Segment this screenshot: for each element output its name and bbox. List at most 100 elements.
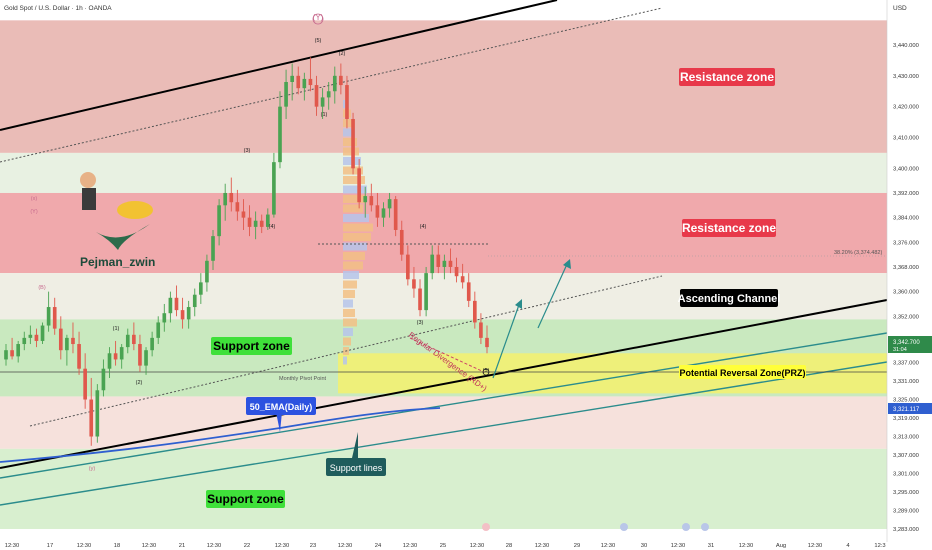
axis-background [887, 0, 932, 550]
candle-body [314, 85, 319, 107]
candle-body [412, 279, 416, 289]
volume-profile-bar [343, 337, 351, 346]
candle [485, 325, 489, 354]
time-tick-label: 18 [114, 543, 120, 549]
candle-body [162, 313, 167, 323]
zone-layer [0, 20, 887, 529]
arrowhead [563, 259, 571, 269]
wave-label: (3) [244, 148, 251, 154]
price-tick-label: 3,430.000 [893, 74, 919, 80]
candle-body [58, 328, 63, 351]
candle-body [302, 78, 307, 89]
current-price-value: 3,342.700 [893, 340, 920, 346]
volume-profile-bar [343, 290, 355, 298]
wave-label: (1) [113, 326, 120, 332]
candle-body [448, 260, 453, 267]
volume-profile-bar [343, 128, 355, 137]
candle [174, 285, 179, 317]
price-axis[interactable]: 3,440.000 3,430.000 3,420.000 3,410.000 3,40… [886, 0, 932, 550]
candle [436, 245, 441, 274]
time-tick-label: 12:30 [142, 543, 157, 549]
fib-label: 38.20% (3,374.482) [834, 250, 882, 256]
ema-price-value: 3,321.117 [893, 407, 920, 413]
candle-body [223, 192, 228, 206]
volume-profile-bar [343, 233, 371, 241]
volume-profile-bar [343, 185, 367, 194]
candle [253, 211, 258, 240]
price-tick-label: 3,295.000 [893, 490, 919, 496]
candle-body [83, 368, 87, 400]
price-tick-label: 3,440.000 [893, 43, 919, 49]
support-label-2: Support zone [206, 490, 285, 508]
candle [302, 72, 307, 101]
candle-body [430, 254, 435, 274]
support-lines-label: Support lines [326, 458, 386, 476]
candle-body [77, 344, 81, 369]
candle-body [235, 202, 240, 212]
prz-label-text: Potential Reversal Zone(PRZ) [679, 368, 805, 378]
candle [150, 331, 154, 357]
wave-label: (5) [483, 368, 490, 374]
upper-channel-line [0, 0, 558, 131]
support-label-1-text: Support zone [213, 339, 290, 353]
time-tick-label: 30 [641, 543, 647, 549]
ascending-channel-label: Ascending Channel [678, 289, 781, 307]
candle [199, 273, 203, 304]
candle-body [442, 260, 447, 267]
candle-body [332, 75, 337, 92]
candle-body [436, 254, 441, 267]
time-axis-bg [0, 542, 932, 550]
candle-body [174, 297, 179, 311]
zone-band [0, 396, 887, 449]
candle [138, 334, 142, 372]
candle [393, 196, 398, 237]
candle [107, 347, 112, 378]
candle [424, 266, 428, 317]
candle-body [284, 81, 288, 107]
volume-profile-bar [343, 252, 365, 260]
candle-body [205, 260, 209, 283]
arrowhead [515, 299, 522, 309]
time-tick-label: 12:30 [403, 543, 418, 549]
candle [83, 353, 87, 409]
volume-profile-bar [343, 214, 369, 222]
candle-body [65, 337, 69, 351]
candle [369, 183, 374, 212]
support-lines-label-text: Support lines [330, 463, 383, 473]
candle-body [71, 337, 75, 345]
candle-body [393, 199, 398, 230]
candle [156, 316, 161, 345]
candle [308, 57, 313, 92]
candle-body [28, 334, 33, 338]
volume-profile-bar [343, 147, 359, 156]
candle-body [132, 334, 136, 345]
time-tick-label: 23 [310, 543, 316, 549]
candle [16, 340, 21, 363]
price-tick-label: 3,307.000 [893, 453, 919, 459]
volume-profile-bar [343, 309, 355, 317]
event-flag-icon [482, 523, 490, 531]
support-label-2-text: Support zone [207, 492, 284, 506]
currency-label: USD [893, 5, 907, 12]
ascending-channel-label-text: Ascending Channel [678, 293, 781, 305]
forecast-arrow-2 [537, 261, 569, 329]
candle-body [125, 334, 130, 348]
candle [205, 254, 209, 292]
candle-body [363, 196, 368, 203]
candle-body [460, 276, 465, 283]
time-tick-label: 17 [47, 543, 53, 549]
candle [77, 331, 81, 375]
time-tick-label: 12:30 [671, 543, 686, 549]
resistance-label-1-text: Resistance zone [680, 70, 774, 84]
candle [192, 288, 197, 317]
time-axis[interactable]: 12:30 17 12:30 18 12:30 21 12:30 22 12:30 23 12:30… [0, 523, 932, 550]
price-tick-label: 3,410.000 [893, 135, 919, 141]
candle [466, 273, 471, 308]
candle-body [406, 254, 410, 280]
candle [363, 186, 368, 218]
divergence-line [409, 337, 485, 373]
candle-body [211, 236, 215, 261]
resistance-label-2-bg [682, 219, 776, 237]
